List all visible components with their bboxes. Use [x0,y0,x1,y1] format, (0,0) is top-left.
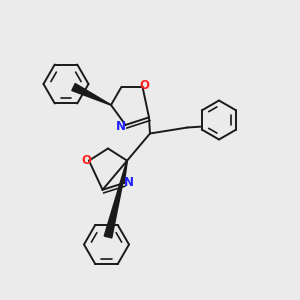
Text: N: N [124,176,134,189]
Polygon shape [72,83,111,105]
Polygon shape [104,160,127,238]
Text: O: O [140,79,150,92]
Text: O: O [82,154,92,166]
Text: N: N [116,120,126,133]
